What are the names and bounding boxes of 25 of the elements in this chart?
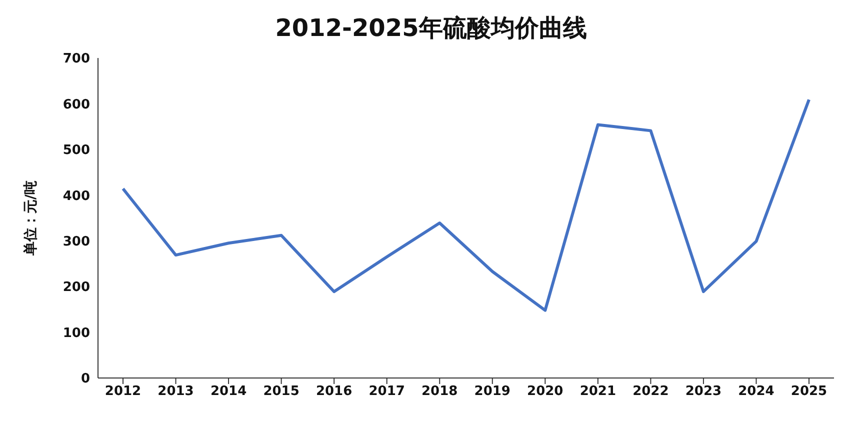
- y-tick-label: 0: [80, 372, 90, 387]
- x-tick-label: 2016: [316, 384, 352, 400]
- y-tick-label: 300: [62, 234, 90, 250]
- x-tick-label: 2024: [738, 384, 774, 400]
- y-tick-label: 100: [62, 326, 90, 341]
- x-tick-label: 2018: [422, 384, 458, 400]
- x-tick-label: 2015: [263, 384, 300, 400]
- x-tick-label: 2020: [527, 384, 564, 400]
- x-tick-label: 2017: [368, 384, 405, 400]
- x-tick-label: 2012: [104, 384, 142, 400]
- x-tick-label: 2025: [790, 384, 828, 400]
- y-tick-label: 600: [62, 97, 90, 112]
- x-tick-label: 2022: [632, 384, 669, 400]
- x-tick-label: 2019: [474, 384, 510, 400]
- x-tick-label: 2021: [580, 384, 616, 400]
- x-tick-label: 2023: [685, 384, 722, 400]
- chart-title: 2012-2025年硫酸均价曲线: [274, 13, 588, 44]
- x-tick-label: 2014: [210, 384, 247, 400]
- y-tick-label: 700: [62, 52, 90, 67]
- line-series: [122, 98, 810, 312]
- y-tick-label: 200: [62, 280, 90, 296]
- y-tick-label: 500: [62, 143, 90, 158]
- x-tick-label: 2013: [158, 384, 194, 400]
- y-tick-label: 400: [62, 188, 90, 204]
- y-axis-title: 单位：元/吨: [22, 180, 39, 257]
